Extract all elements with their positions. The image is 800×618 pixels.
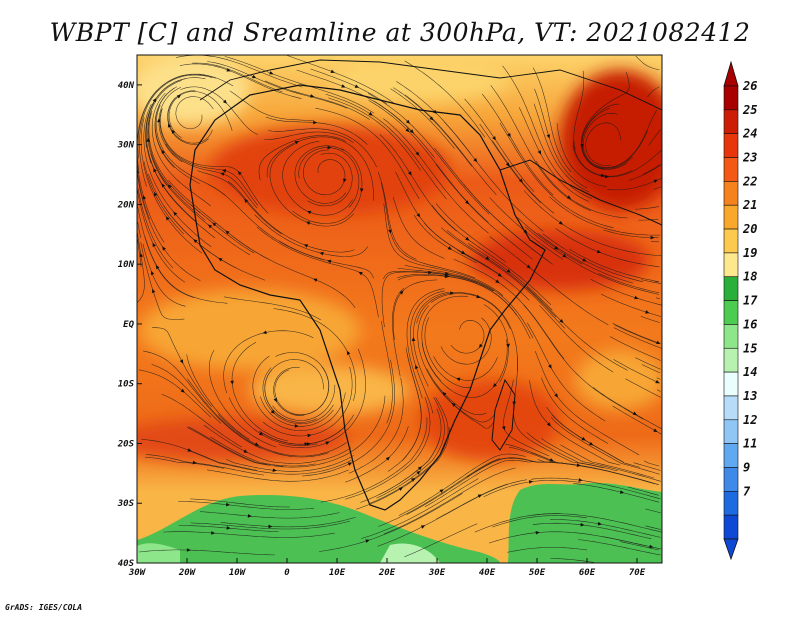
colorbar-top-arrow — [723, 60, 739, 87]
grads-credit: GrADS: IGES/COLA — [5, 603, 83, 612]
coastline-africa — [189, 84, 546, 511]
coastline-arabia — [499, 159, 662, 226]
colorbar-swatch — [723, 85, 739, 111]
map-area — [137, 55, 662, 563]
colorbar-label: 24 — [742, 127, 757, 141]
colorbar-swatch — [723, 228, 739, 254]
colorbar-label: 21 — [742, 198, 757, 212]
x-tick-label: 10W — [229, 568, 247, 578]
colorbar-swatch — [723, 324, 739, 349]
colorbar-swatch — [723, 300, 739, 325]
colorbar-swatch — [723, 491, 739, 516]
coastline-madagascar — [491, 378, 516, 451]
colorbar-label: 25 — [742, 103, 757, 117]
colorbar-swatch — [723, 395, 739, 421]
x-tick-label: 70E — [629, 568, 646, 578]
cool-region-south — [137, 482, 662, 563]
colorbar-label: 16 — [743, 317, 757, 331]
colorbar-label: 19 — [743, 246, 757, 260]
colorbar-swatch — [723, 181, 739, 206]
y-tick-label: 30S — [117, 499, 135, 509]
colorbar-label: 26 — [742, 79, 757, 93]
colorbar-swatch — [723, 252, 739, 278]
colorbar-swatch — [723, 443, 739, 468]
x-tick-label: 0 — [284, 568, 290, 578]
colorbar-label: 11 — [743, 437, 757, 451]
y-tick-label: 20S — [117, 439, 135, 449]
colorbar-swatch — [723, 467, 739, 492]
x-tick-label: 30E — [428, 568, 446, 578]
colorbar-label: 9 — [743, 460, 750, 474]
colorbar: 26 25 24 23 22 21 20 19 18 17 16 15 14 13 12 11 9 7 — [723, 60, 758, 561]
colorbar-swatch — [723, 276, 739, 301]
x-tick-label: 50E — [529, 568, 546, 578]
colorbar-label: 15 — [743, 341, 757, 355]
colorbar-label: 13 — [743, 389, 757, 403]
y-tick-label: 40S — [118, 559, 135, 569]
colorbar-swatch — [723, 514, 739, 540]
colorbar-swatch — [723, 109, 739, 134]
colorbar-swatch — [723, 347, 739, 373]
y-tick-label: 30N — [117, 141, 135, 151]
x-tick-label: 10E — [329, 568, 346, 578]
colorbar-swatch — [723, 419, 739, 444]
y-axis: 40N 30N 20N 10N EQ 10S 20S 30S 40S — [117, 81, 142, 569]
colorbar-swatch — [723, 371, 739, 397]
streamlines — [137, 55, 662, 563]
plot-title: WBPT [C] and Sreamline at 300hPa, VT: 20… — [49, 18, 751, 47]
colorbar-label: 20 — [742, 222, 757, 236]
colorbar-label: 12 — [743, 413, 757, 427]
x-tick-label: 40E — [479, 568, 496, 578]
colorbar-label: 7 — [743, 484, 751, 498]
colorbar-label: 18 — [743, 270, 757, 284]
colorbar-swatch — [723, 204, 739, 230]
x-axis: 30W 20W 10W 0 10E 20E 30E 40E 50E 60E 70E — [128, 558, 646, 578]
colorbar-label: 17 — [743, 294, 758, 308]
colorbar-label: 23 — [742, 151, 757, 165]
x-tick-label: 30W — [128, 568, 147, 578]
colorbar-swatch — [723, 133, 739, 158]
x-tick-label: 20E — [378, 568, 396, 578]
x-tick-label: 60E — [579, 568, 596, 578]
y-tick-label: EQ — [123, 320, 134, 330]
coastline-europe — [199, 59, 662, 111]
map-frame — [136, 54, 663, 564]
y-tick-label: 20N — [117, 200, 135, 210]
colorbar-swatch — [723, 157, 739, 182]
y-tick-label: 40N — [118, 81, 135, 91]
colorbar-label: 22 — [742, 174, 757, 188]
colorbar-bottom-arrow — [723, 538, 739, 561]
x-tick-label: 20W — [178, 568, 197, 578]
y-tick-label: 10S — [118, 380, 135, 390]
y-tick-label: 10N — [118, 260, 135, 270]
colorbar-label: 14 — [743, 365, 757, 379]
